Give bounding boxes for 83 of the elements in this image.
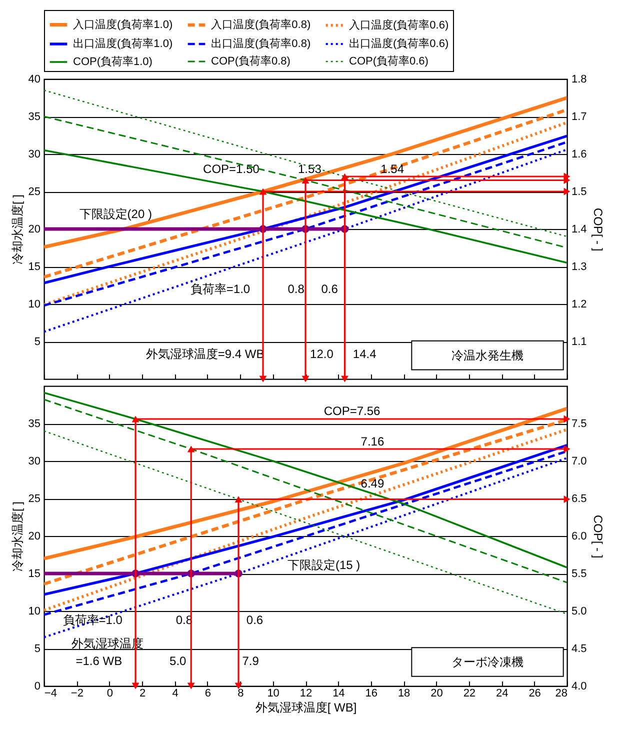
annotation: 14.4	[352, 347, 377, 362]
y2-tick-label: 1.4	[572, 224, 587, 236]
annotation: 7.16	[360, 434, 384, 448]
annotation: ターボ冷凍機	[452, 655, 524, 669]
y-tick-label: 35	[28, 418, 40, 430]
annotation: 冷温水発生機	[452, 348, 524, 362]
legend-label: 入口温度(負荷率0.8)	[211, 18, 311, 32]
annotation: 0.6	[246, 613, 264, 627]
annotation: 負荷率=1.0	[62, 613, 123, 627]
legend-label: COP(負荷率0.8)	[211, 54, 290, 68]
annotation: 1.53	[298, 162, 322, 176]
y-tick-label: 25	[28, 186, 40, 198]
legend-label: 入口温度(負荷率0.6)	[349, 18, 449, 32]
x-tick-label: 2	[140, 688, 146, 700]
y-axis-title: 冷却水温度[ ]	[10, 194, 24, 265]
annotation: 負荷率=1.0	[190, 282, 250, 296]
y-tick-label: 35	[28, 111, 40, 123]
line-series	[44, 149, 567, 264]
y-tick-label: 5	[34, 643, 40, 655]
annotation: 0.8	[288, 282, 305, 296]
x-tick-label: 10	[267, 688, 280, 700]
x-tick-label: 18	[398, 688, 410, 700]
legend-label: 出口温度(負荷率0.6)	[349, 37, 449, 50]
y2-tick-label: 1.8	[572, 74, 587, 86]
annotation: 7.9	[242, 654, 260, 668]
y-tick-label: 25	[28, 493, 40, 505]
y-tick-label: 10	[28, 298, 40, 310]
x-axis-title: 外気湿球温度[ WB]	[255, 700, 357, 714]
y2-tick-label: 7.0	[572, 456, 587, 468]
x-tick-label: 20	[430, 688, 443, 700]
y2-tick-label: 6.0	[572, 530, 587, 542]
annotation: 6.49	[360, 476, 384, 490]
y-tick-label: 20	[28, 224, 40, 236]
annotation: 5.0	[170, 654, 187, 668]
y-tick-label: 30	[28, 456, 40, 468]
y-tick-label: 30	[28, 148, 40, 160]
y-tick-label: 5	[34, 336, 40, 348]
y-tick-label: 40	[28, 74, 40, 86]
legend-label: COP(負荷率0.6)	[349, 54, 428, 68]
y2-axis-title: COP[ - ]	[590, 208, 605, 252]
legend-label: 入口温度(負荷率1.0)	[73, 18, 173, 31]
y2-tick-label: 5.5	[572, 568, 587, 580]
legend-label: 出口温度(負荷率1.0)	[73, 37, 173, 50]
y2-tick-label: 1.2	[572, 298, 587, 310]
x-tick-label: 14	[332, 688, 345, 700]
legend-label: COP(負荷率1.0)	[73, 55, 152, 68]
y-tick-label: 15	[28, 261, 40, 273]
x-tick-label: 0	[106, 688, 113, 700]
y2-tick-label: 1.3	[572, 261, 587, 273]
x-tick-label: 6	[204, 688, 211, 700]
y2-tick-label: 1.7	[572, 111, 587, 123]
x-tick-label: 4	[172, 688, 178, 700]
x-tick-label: 24	[496, 688, 508, 700]
annotation: 下限設定(15 )	[287, 558, 360, 572]
annotation: 0.6	[321, 282, 338, 296]
annotation: 下限設定(20 )	[79, 207, 152, 221]
y2-tick-label: 1.1	[572, 336, 587, 348]
y2-tick-label: 1.5	[572, 186, 587, 198]
annotation: 12.0	[310, 347, 334, 362]
y2-axis-title: COP[ - ]	[590, 514, 605, 558]
y-axis-title: 冷却水温度[ ]	[10, 501, 24, 572]
x-tick-label: −2	[70, 688, 84, 700]
y2-tick-label: 5.0	[572, 606, 587, 618]
y-tick-label: 15	[28, 568, 40, 580]
annotation: COP=1.50	[203, 162, 260, 176]
x-tick-label: 28	[555, 688, 568, 700]
x-tick-label: 16	[365, 688, 378, 700]
y-tick-label: 10	[28, 606, 40, 618]
y2-tick-label: 4.0	[572, 680, 587, 692]
legend-label: 出口温度(負荷率0.8)	[211, 37, 311, 50]
x-tick-label: −4	[44, 688, 58, 700]
x-tick-label: 22	[463, 688, 476, 700]
annotation: =1.6 WB	[76, 654, 122, 668]
x-tick-label: 8	[238, 688, 244, 700]
x-tick-label: 12	[300, 688, 312, 700]
y2-tick-label: 6.5	[572, 493, 587, 505]
y2-tick-label: 4.5	[572, 643, 587, 655]
line-series	[44, 134, 567, 284]
y2-tick-label: 7.5	[572, 418, 587, 430]
x-tick-label: 26	[528, 688, 541, 700]
annotation: COP=7.56	[324, 404, 381, 418]
y2-tick-label: 1.6	[572, 148, 587, 160]
y-tick-label: 20	[28, 530, 40, 542]
